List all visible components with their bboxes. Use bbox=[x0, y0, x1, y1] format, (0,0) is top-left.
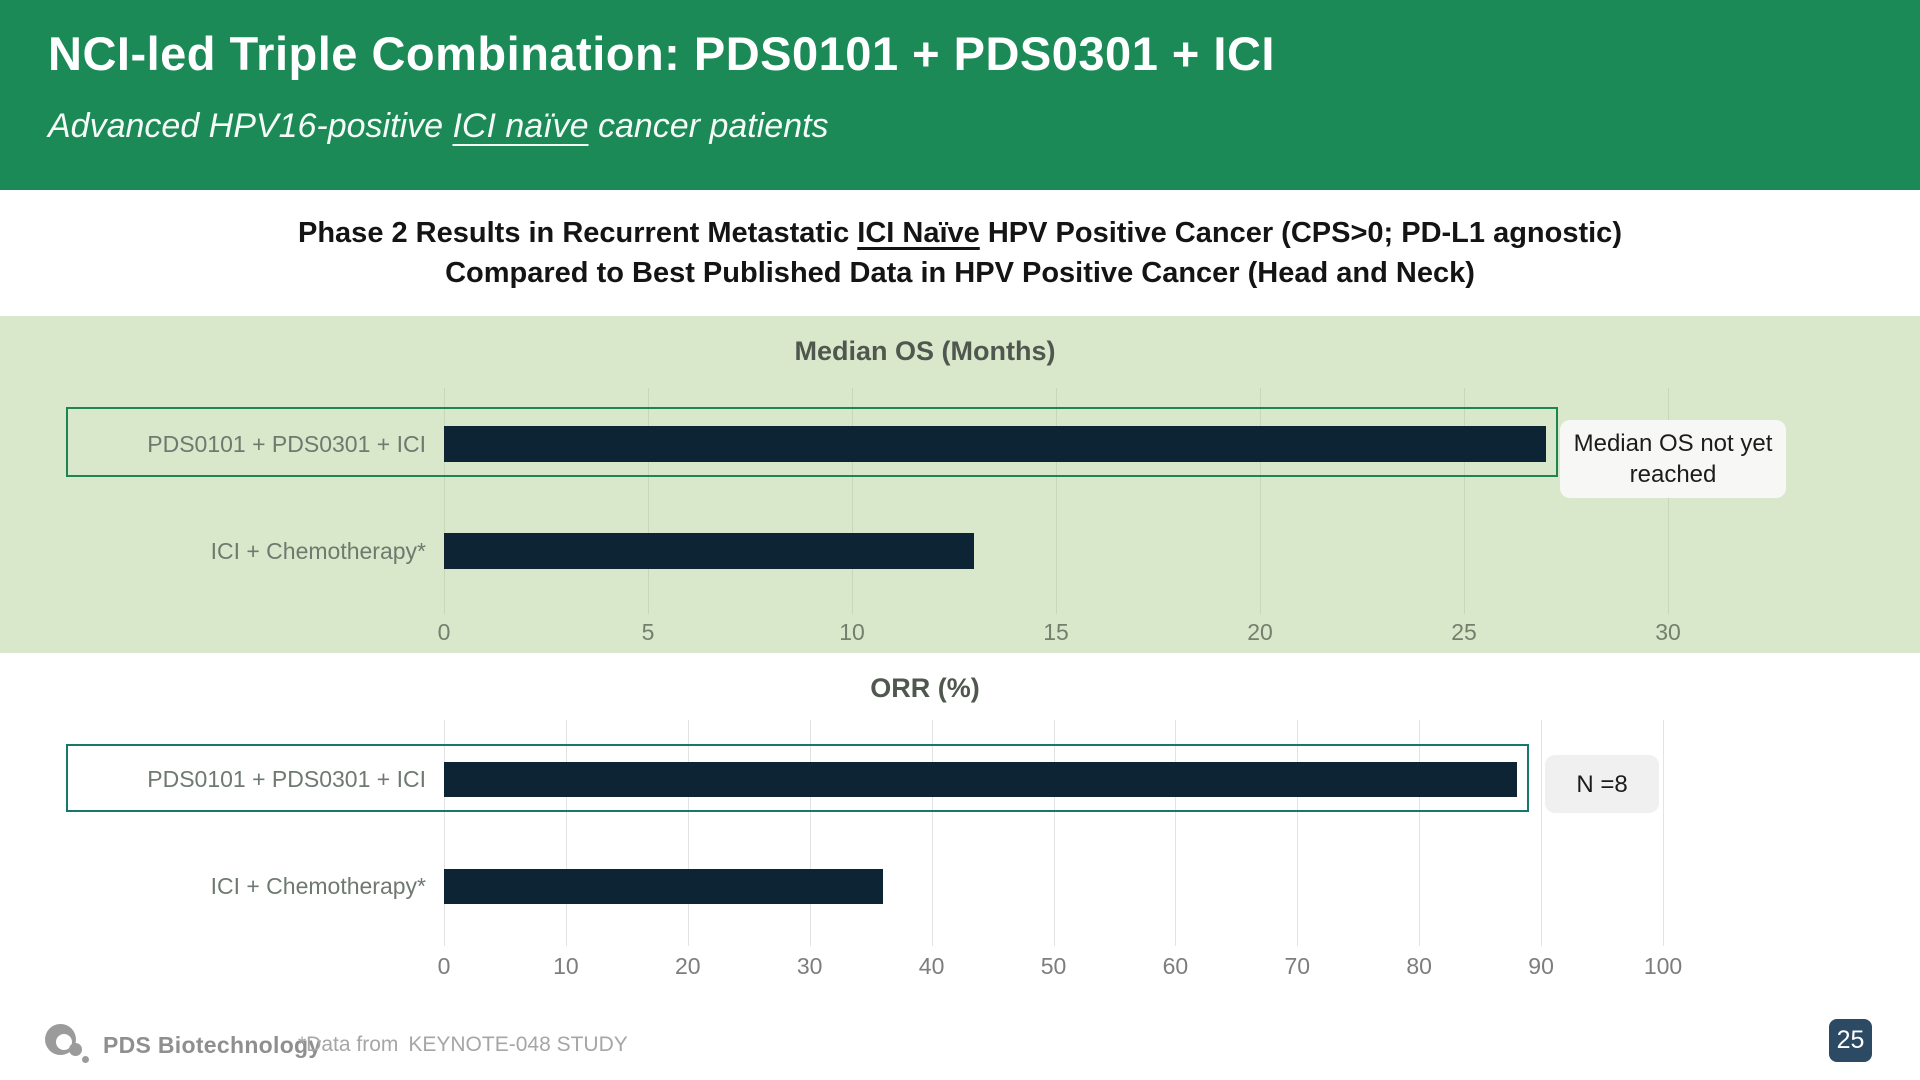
gridline bbox=[1419, 720, 1421, 946]
category-label: PDS0101 + PDS0301 + ICI bbox=[147, 766, 426, 792]
gridline bbox=[444, 720, 445, 946]
logo-circle-small bbox=[82, 1056, 89, 1063]
gridline bbox=[648, 388, 649, 614]
bar-ici-chemotherapy bbox=[444, 533, 975, 569]
slide-subtitle: Advanced HPV16-positive ICI naïve cancer… bbox=[48, 106, 1880, 146]
orr-chart: ORR (%) 0 10 20 30 40 50 60 70 80 90 100 PDS0101 + P… bbox=[0, 653, 1920, 1000]
gridline bbox=[444, 388, 445, 614]
subtitle-text-pre: Advanced HPV16-positive bbox=[48, 107, 453, 145]
axis-tick-label: 70 bbox=[1284, 953, 1311, 979]
subtitle-text-post: cancer patients bbox=[588, 107, 829, 145]
axis-tick-label: 25 bbox=[1451, 619, 1477, 645]
axis-tick-label: 30 bbox=[1655, 619, 1681, 645]
gridline bbox=[565, 720, 567, 946]
axis-tick-label: 20 bbox=[1247, 619, 1273, 645]
axis-tick-label: 0 bbox=[437, 953, 451, 979]
axis-tick-label: 10 bbox=[553, 953, 579, 979]
axis-tick-label: 15 bbox=[1043, 619, 1069, 645]
gridline bbox=[852, 388, 853, 614]
slide-title: NCI-led Triple Combination: PDS0101 + PD… bbox=[48, 27, 1275, 80]
axis-tick-label: 30 bbox=[796, 953, 823, 979]
axis-tick-label: 5 bbox=[641, 619, 655, 645]
gridline bbox=[1175, 720, 1177, 946]
category-label: ICI + Chemotherapy* bbox=[210, 538, 426, 564]
annotation-box: N =8 bbox=[1545, 755, 1659, 813]
gridline bbox=[931, 720, 933, 946]
axis-tick-label: 90 bbox=[1528, 953, 1554, 979]
gridline bbox=[687, 720, 689, 946]
page-number-badge: 25 bbox=[1829, 1019, 1872, 1062]
axis-tick-label: 0 bbox=[437, 619, 451, 645]
axis-tick-label: 80 bbox=[1406, 953, 1432, 979]
subtitle-underlined-text: ICI naïve bbox=[452, 107, 589, 145]
axis-tick-label: 10 bbox=[839, 619, 865, 645]
pds-logo-text: PDS Biotechnology bbox=[103, 1031, 322, 1058]
category-label: PDS0101 + PDS0301 + ICI bbox=[147, 431, 426, 457]
median-os-chart: Median OS (Months) 0 5 10 15 20 25 30 PDS0101 + … bbox=[0, 316, 1920, 653]
gridline bbox=[1541, 720, 1543, 946]
axis-tick-label: 50 bbox=[1040, 953, 1067, 979]
bar-pds0101-pds0301-ici bbox=[444, 426, 1546, 462]
footnote-prefix: *Data from bbox=[298, 1033, 399, 1056]
gridline bbox=[1663, 720, 1664, 946]
heading-line1-underlined: ICI Naïve bbox=[857, 217, 980, 249]
gridline bbox=[1056, 388, 1057, 614]
footnote-study-name: KEYNOTE-048 STUDY bbox=[408, 1033, 628, 1056]
header-banner: NCI-led Triple Combination: PDS0101 + PD… bbox=[0, 0, 1920, 190]
heading-line-2: Compared to Best Published Data in HPV P… bbox=[445, 257, 1475, 289]
chart-title: ORR (%) bbox=[870, 673, 980, 703]
gridline bbox=[1053, 720, 1055, 946]
gridline bbox=[1668, 388, 1669, 614]
pds-logo: PDS Biotechnology bbox=[45, 1022, 322, 1068]
gridline bbox=[809, 720, 811, 946]
pds-logo-icon bbox=[45, 1022, 91, 1068]
section-heading: Phase 2 Results in Recurrent Metastatic … bbox=[0, 190, 1920, 316]
logo-circle-medium bbox=[69, 1043, 82, 1056]
axis-tick-label: 20 bbox=[675, 953, 701, 979]
axis-tick-label: 100 bbox=[1643, 953, 1683, 979]
chart-title: Median OS (Months) bbox=[794, 336, 1056, 366]
gridline bbox=[1260, 388, 1261, 614]
bar-ici-chemotherapy bbox=[444, 869, 883, 904]
gridline bbox=[1464, 388, 1465, 614]
heading-line1-pre: Phase 2 Results in Recurrent Metastatic bbox=[298, 217, 858, 249]
axis-tick-label: 40 bbox=[918, 953, 945, 979]
highlight-outline-box bbox=[66, 744, 1529, 812]
data-source-note: *Data from KEYNOTE-048 STUDY bbox=[298, 1033, 628, 1057]
highlight-outline-box bbox=[66, 407, 1558, 477]
category-label: ICI + Chemotherapy* bbox=[210, 873, 426, 899]
heading-line1-post: HPV Positive Cancer (CPS>0; PD-L1 agnost… bbox=[979, 217, 1622, 249]
logo-circle-cutout bbox=[56, 1034, 72, 1050]
heading-line-1: Phase 2 Results in Recurrent Metastatic … bbox=[298, 213, 1622, 253]
axis-tick-label: 60 bbox=[1162, 953, 1189, 979]
bar-pds0101-pds0301-ici bbox=[444, 762, 1517, 797]
gridline bbox=[1297, 720, 1299, 946]
annotation-box: Median OS not yet reached bbox=[1560, 420, 1786, 498]
